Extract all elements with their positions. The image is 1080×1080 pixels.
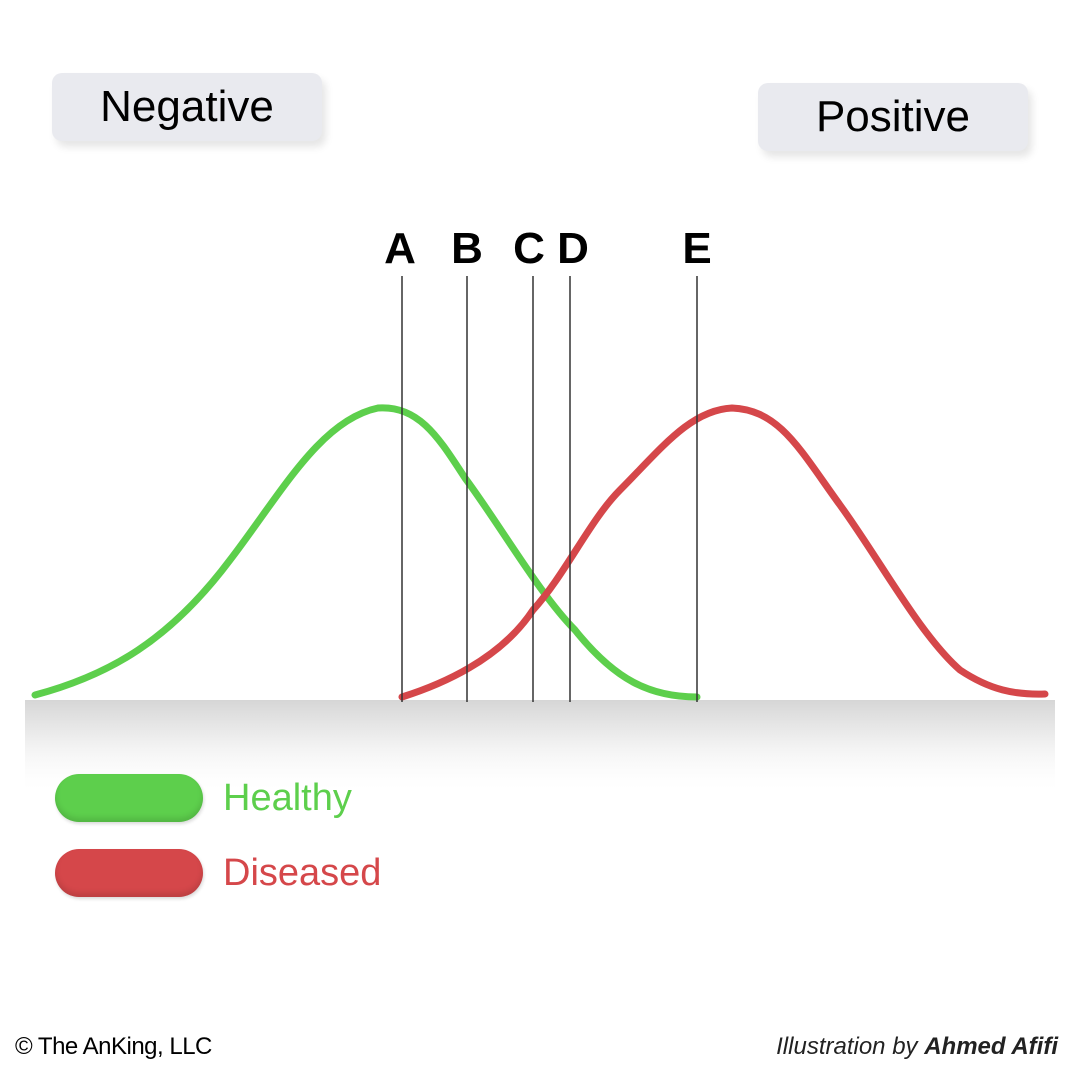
cutoff-label-d: D [557, 224, 589, 273]
healthy-label: Healthy [223, 776, 352, 819]
positive-label: Positive [758, 83, 1028, 151]
legend-healthy: Healthy [55, 773, 352, 823]
cutoff-label-a: A [384, 224, 416, 273]
healthy-curve [31, 404, 701, 701]
cutoff-label-e: E [682, 224, 711, 273]
cutoff-label-b: B [451, 224, 483, 273]
copyright-text: © The AnKing, LLC [15, 1033, 212, 1060]
diseased-curve [398, 404, 1049, 701]
cutoff-lines [401, 276, 698, 702]
diseased-label: Diseased [223, 851, 382, 894]
cutoff-label-c: C [513, 224, 545, 273]
healthy-swatch [55, 774, 203, 822]
negative-label: Negative [52, 73, 322, 141]
baseline-shadow [25, 700, 1055, 795]
distribution-diagram: A B C D E [25, 224, 1055, 795]
diseased-swatch [55, 849, 203, 897]
credit-author: Ahmed Afifi [924, 1033, 1058, 1060]
illustration-credit: Illustration by Ahmed Afifi [776, 1033, 1058, 1061]
credit-prefix: Illustration by [776, 1033, 918, 1060]
legend-diseased: Diseased [55, 848, 381, 898]
